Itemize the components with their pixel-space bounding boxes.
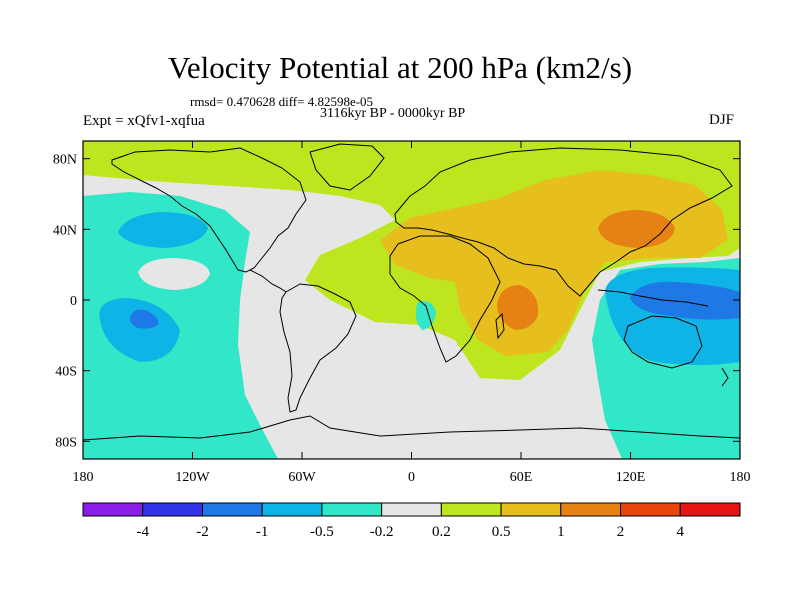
x-axis-ticks: 180 120W 60W 0 60E 120E 180 (73, 141, 751, 485)
colorbar-swatch (560, 502, 622, 517)
north-america-coast (111, 147, 307, 273)
field-region-indian-ocean-positive-3 (497, 285, 539, 330)
x-tick-label: 0 (408, 470, 415, 485)
stats-line: rmsd= 0.470628 diff= 4.82598e-05 (190, 94, 374, 109)
south-america-coast (279, 283, 357, 413)
colorbar-swatch (440, 502, 502, 517)
period-label: 3116kyr BP - 0000kyr BP (320, 106, 466, 121)
y-tick-label: 40S (55, 365, 77, 380)
x-tick-label: 180 (730, 470, 751, 485)
colorbar-label: -1 (256, 524, 269, 540)
x-tick-label: 120E (616, 470, 646, 485)
colorbar-swatch (620, 502, 681, 517)
field-region-north-pacific-negative-2 (118, 212, 208, 248)
x-tick-label: 60E (510, 470, 533, 485)
field-region-south-pacific-negative-3 (130, 309, 159, 329)
colorbar-swatch (201, 502, 263, 517)
field-region-central-pacific-neutral (138, 258, 210, 290)
colorbar-label: 0.2 (432, 524, 451, 540)
antarctica-coast (83, 415, 740, 441)
indonesia-coast (597, 289, 709, 307)
field-region-south-pacific-negative-2 (99, 298, 180, 362)
x-tick-label: 180 (73, 470, 94, 485)
madagascar-coast (495, 312, 505, 340)
map-title: Velocity Potential at 200 hPa (km2/s) (167, 50, 633, 85)
colorbar-swatch (381, 502, 442, 517)
field-region-east-pacific-negative (83, 192, 278, 459)
y-tick-label: 80S (55, 435, 77, 450)
field-region-warm-pool-negative-3 (630, 281, 740, 320)
colorbar-label: 0.5 (492, 524, 511, 540)
colorbar-swatch (500, 502, 562, 517)
central-america-coast (249, 269, 287, 293)
greenland-coast (309, 143, 385, 191)
africa-coast (389, 235, 501, 363)
colorbar-label: 4 (677, 524, 685, 540)
x-tick-label: 120W (175, 470, 210, 485)
colorbar-swatch (142, 502, 203, 517)
y-tick-label: 0 (70, 294, 77, 309)
colorbar-swatch (82, 502, 144, 517)
experiment-label: Expt = xQfv1-xqfua (83, 113, 205, 129)
colorbar-swatch (321, 502, 383, 517)
colorbar-label: 2 (617, 524, 625, 540)
y-tick-label: 80N (53, 153, 77, 168)
y-tick-label: 40N (53, 223, 77, 238)
colorbar-label: 1 (557, 524, 565, 540)
colorbar-label: -4 (136, 524, 149, 540)
colorbar-swatch (261, 502, 323, 517)
field-layer (83, 141, 740, 459)
colorbar-label: -2 (196, 524, 209, 540)
field-region-east-asia-positive-3 (598, 210, 675, 248)
x-tick-label: 60W (288, 470, 316, 485)
colorbar-swatch (679, 502, 741, 517)
colorbar-label: -0.2 (370, 524, 394, 540)
colorbar: -4 -2 -1 -0.5 -0.2 0.2 0.5 1 2 4 (82, 502, 741, 540)
coastlines (83, 143, 740, 441)
season-label: DJF (709, 112, 735, 128)
new-zealand-coast (721, 367, 729, 387)
australia-coast (623, 315, 703, 369)
eurasia-coast (394, 147, 733, 297)
y-axis-ticks: 80N 40N 0 40S 80S (53, 153, 740, 450)
colorbar-label: -0.5 (310, 524, 334, 540)
